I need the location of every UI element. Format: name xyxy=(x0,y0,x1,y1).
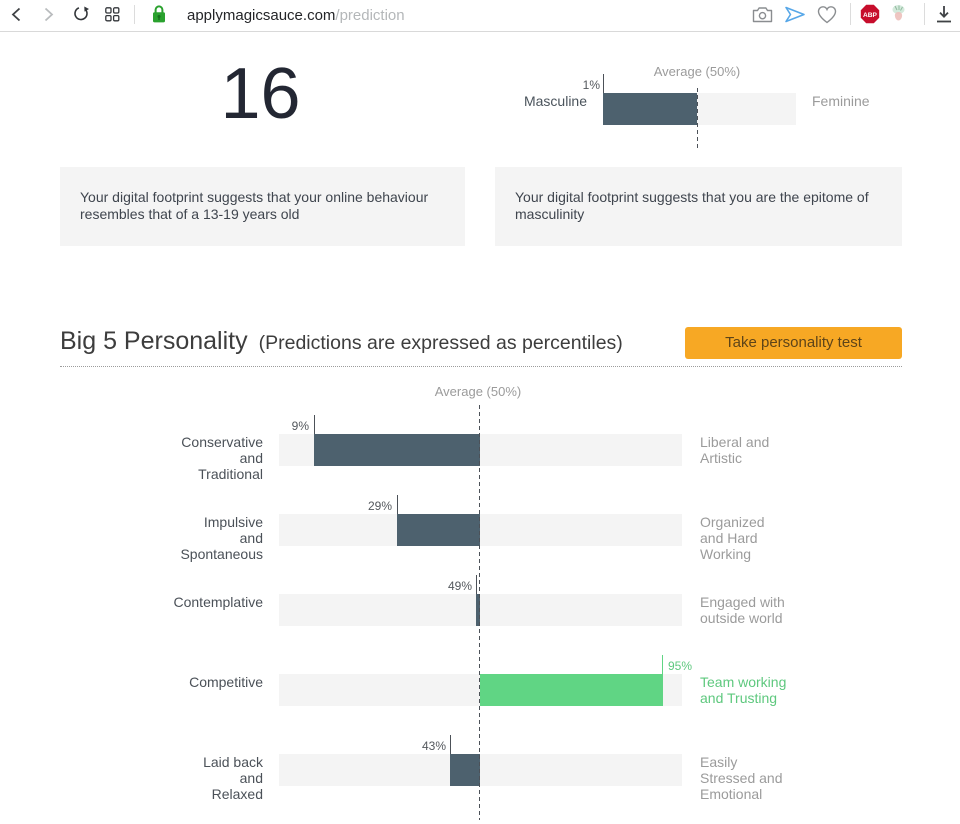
svg-text:ABP: ABP xyxy=(863,12,878,19)
